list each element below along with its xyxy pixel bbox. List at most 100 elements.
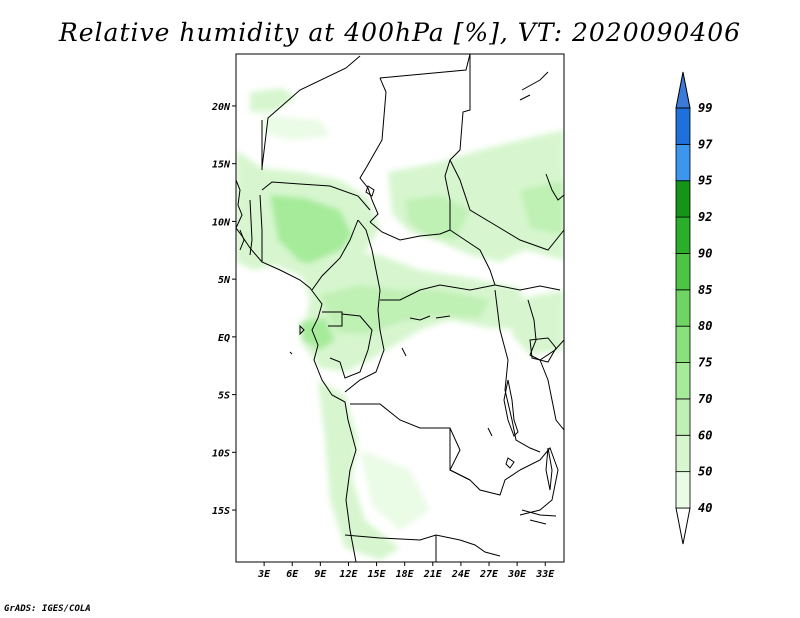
colorbar-label: 99: [698, 101, 712, 115]
colorbar-label: 60: [698, 428, 712, 442]
border-nigeria-cameroon: [311, 219, 359, 291]
lon-tick-label: 18E: [396, 569, 415, 580]
lon-tick-label: 30E: [507, 569, 527, 580]
border-zambia-malawi: [519, 447, 559, 516]
border-car-drc: [380, 284, 496, 301]
river-congo-marks: [401, 315, 493, 437]
colorbar-label: 70: [698, 392, 712, 406]
red-sea-coast: [519, 71, 549, 101]
shading-sudan-core: [405, 195, 470, 240]
colorbar-segment: [675, 107, 691, 145]
lon-tick-label: 21E: [423, 569, 443, 580]
map-borders: [236, 54, 564, 562]
sao-tome: [289, 351, 293, 355]
shading-south-coast: [318, 380, 400, 560]
map-title: Relative humidity at 400hPa [%], VT: 202…: [58, 18, 742, 47]
lat-tick-label: 15N: [212, 160, 231, 171]
colorbar-label: 90: [698, 246, 712, 260]
humidity-shading: [236, 88, 564, 560]
colorbar-top-arrow: [675, 71, 691, 109]
lake-tanganyika: [503, 379, 519, 437]
lon-tick-label: 24E: [451, 569, 471, 580]
lake-victoria: [529, 337, 557, 363]
lon-axis: 3E 6E 9E 12E 15E 18E 21E 24E 27E 30E 33E: [257, 562, 555, 580]
colorbar-label: 75: [698, 356, 712, 370]
lat-tick-label: EQ: [218, 333, 230, 344]
border-libya-egypt: [449, 54, 471, 161]
border-chad-north: [359, 77, 387, 223]
colorbar-segment: [675, 471, 691, 509]
border-east-drc: [494, 289, 541, 453]
colorbar-label: 97: [698, 137, 713, 151]
border-tanzania: [539, 359, 564, 431]
coastline: [236, 227, 357, 562]
colorbar-segment: [675, 216, 691, 254]
border-car-sudan: [449, 229, 496, 286]
colorbar-segment: [675, 362, 691, 400]
border-eq-guinea: [322, 311, 343, 327]
border-libya-sudan: [379, 54, 471, 79]
colorbar-label: 50: [698, 465, 712, 479]
shading-gabon-coast: [300, 318, 335, 350]
colorbar-segment: [675, 143, 691, 182]
lat-tick-label: 15S: [212, 506, 230, 517]
shading-ethiopia-core: [520, 180, 564, 235]
shading-sahara-patch: [250, 88, 296, 112]
lon-tick-label: 3E: [257, 569, 271, 580]
border-sudan-ethiopia: [449, 159, 564, 251]
lon-tick-label: 27E: [479, 569, 499, 580]
border-libya-chad: [261, 55, 361, 169]
border-namibia-botswana: [435, 535, 501, 562]
lon-tick-label: 12E: [339, 569, 358, 580]
lake-mweru: [505, 457, 515, 469]
colorbar-label: 85: [698, 283, 712, 297]
shading-congo-core: [320, 285, 490, 335]
shading-east-lakes: [512, 290, 564, 355]
border-angola-namibia: [344, 534, 461, 541]
credit-text: GrADS: IGES/COLA: [4, 604, 91, 614]
border-gabon-congo: [329, 313, 373, 379]
coast-south-east: [521, 509, 557, 525]
colorbar-segment: [675, 325, 691, 363]
border-benin-togo: [249, 194, 263, 262]
lake-malawi: [545, 447, 553, 491]
lon-tick-label: 33E: [535, 569, 555, 580]
lake-volta: [239, 229, 245, 251]
lat-tick-label: 5N: [218, 275, 231, 286]
border-drc-angola: [350, 403, 471, 481]
lat-tick-label: 20N: [211, 102, 231, 113]
colorbar-segment: [675, 180, 691, 218]
colorbar-label: 80: [698, 319, 712, 333]
lat-tick-label: 10N: [212, 217, 231, 228]
lake-chad: [365, 185, 375, 197]
map-frame: [235, 53, 565, 563]
border-south-sudan-ethiopia: [494, 284, 561, 291]
border-ethiopia-somalia: [545, 173, 564, 201]
colorbar-segment: [675, 398, 691, 436]
coast-north-west: [236, 179, 243, 229]
colorbar: 40 50 60 70 75 80 85 90 92 95 97 99: [675, 71, 713, 545]
island-bioko: [299, 324, 305, 336]
lon-tick-label: 6E: [286, 569, 299, 580]
colorbar-segment: [675, 253, 691, 291]
lat-tick-label: 10S: [212, 448, 230, 459]
border-angola-zambia: [449, 428, 521, 496]
lon-tick-label: 9E: [314, 569, 327, 580]
lat-tick-label: 5S: [218, 391, 230, 402]
border-cameroon-car: [357, 219, 381, 311]
border-niger-nigeria: [261, 181, 371, 211]
colorbar-segment: [675, 434, 691, 473]
shading-west-africa-core: [270, 195, 352, 265]
border-congo-drc: [344, 309, 385, 393]
lon-tick-label: 15E: [368, 569, 387, 580]
colorbar-label: 92: [698, 210, 712, 224]
colorbar-label: 95: [698, 174, 712, 188]
colorbar-bottom-arrow: [675, 507, 691, 545]
colorbar-label: 40: [698, 501, 712, 515]
border-sudan-chad: [444, 159, 451, 230]
border-chad-car: [369, 221, 451, 241]
shading-north-strip: [262, 115, 330, 140]
shading-south-inland: [360, 450, 430, 530]
colorbar-segment: [675, 289, 691, 327]
